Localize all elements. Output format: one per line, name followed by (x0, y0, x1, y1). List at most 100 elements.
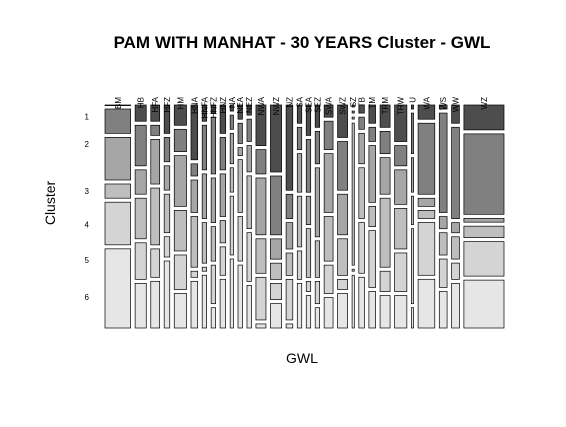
tile-swa-cluster-3 (323, 153, 334, 213)
tile-sz-cluster-2 (351, 110, 355, 114)
tile-nz-cluster-2 (285, 193, 294, 219)
tile-swz-cluster-3 (337, 193, 348, 236)
tile-hnfa-cluster-3 (201, 173, 208, 219)
tile-wa-cluster-6 (417, 278, 436, 329)
tile-sz-cluster-5 (351, 268, 355, 272)
tile-hnz-cluster-2 (219, 137, 227, 171)
tile-tb-cluster-6 (358, 276, 365, 329)
tile-nez-cluster-3 (246, 145, 252, 173)
tile-nwz-cluster-2 (270, 175, 282, 236)
tile-ww-cluster-3 (451, 222, 460, 234)
x-tick-hnfa: HNFA (200, 96, 209, 118)
tile-ww-cluster-5 (451, 262, 460, 280)
x-tick-hfa: HFA (151, 96, 160, 112)
x-tick-trm: TRM (381, 97, 390, 115)
tile-wz-cluster-6 (463, 279, 505, 329)
tile-hm-cluster-2 (173, 128, 187, 152)
tile-wa-cluster-2 (417, 122, 436, 195)
x-tick-swz: SWZ (339, 97, 348, 115)
tile-wz-cluster-4 (463, 225, 505, 239)
tile-trm-cluster-2 (379, 130, 391, 155)
tile-swa-cluster-1 (323, 104, 334, 118)
tile-hfz-cluster-6 (163, 260, 171, 329)
tile-sea-cluster-5 (305, 281, 312, 292)
tile-nz-cluster-1 (285, 104, 294, 191)
tile-u-cluster-3 (411, 157, 414, 193)
tile-wz-cluster-5 (463, 241, 505, 277)
tile-bm-cluster-2 (104, 108, 131, 134)
x-tick-swa: SWA (325, 96, 334, 115)
tile-swa-cluster-6 (323, 297, 334, 329)
x-tick-hfz: HFZ (163, 97, 172, 113)
tile-swa-cluster-4 (323, 216, 334, 262)
tile-sez-cluster-2 (314, 130, 321, 165)
x-tick-labels: BM HB HFA HFZ HM HNA HNFA HNFZ HNZ NA NEA NEZ NWA NWZ… (114, 96, 489, 118)
tile-sea-cluster-2 (305, 139, 312, 193)
tile-wa-cluster-3 (417, 197, 436, 207)
tile-nwa-cluster-3 (255, 177, 267, 236)
chart-title: PAM WITH MANHAT - 30 YEARS Cluster - GWL (114, 33, 491, 52)
tile-trw-cluster-5 (394, 252, 408, 292)
tile-nz-cluster-3 (285, 222, 294, 250)
x-tick-ws: WS (439, 97, 448, 110)
tile-sez-cluster-3 (314, 167, 321, 238)
tile-swz-cluster-1 (337, 104, 348, 138)
tile-hb-cluster-4 (134, 197, 147, 240)
y-axis-label: Cluster (42, 180, 58, 225)
x-tick-tb: TB (358, 97, 367, 107)
tile-hnfz-cluster-6 (210, 307, 216, 329)
y-tick-labels: 1 2 3 4 5 6 (85, 113, 90, 302)
tile-nz-cluster-6 (285, 323, 294, 329)
tile-nea-cluster-2 (237, 122, 243, 144)
tile-nwz-cluster-6 (270, 303, 282, 329)
tile-hnz-cluster-4 (219, 220, 227, 244)
tile-sa-cluster-4 (296, 195, 303, 248)
tile-hnz-cluster-1 (219, 104, 227, 134)
tile-u-cluster-5 (411, 228, 414, 305)
tile-nea-cluster-4 (237, 159, 243, 213)
x-tick-ww: WW (451, 97, 460, 113)
x-tick-bm: BM (114, 97, 123, 109)
tile-nz-cluster-5 (285, 278, 294, 321)
tile-hna-cluster-2 (190, 163, 199, 177)
tile-sz-cluster-4 (351, 122, 355, 266)
tile-tm-cluster-6 (368, 291, 376, 329)
tile-nea-cluster-5 (237, 216, 243, 262)
x-tick-nwz: NWZ (272, 97, 281, 115)
tile-bm-cluster-5 (104, 201, 131, 246)
y-tick-cluster-1: 1 (85, 113, 90, 122)
tile-swz-cluster-4 (337, 238, 348, 276)
tile-sa-cluster-2 (296, 126, 303, 150)
x-axis-label: GWL (286, 350, 318, 366)
tile-sea-cluster-6 (305, 295, 312, 329)
tile-hna-cluster-3 (190, 179, 199, 213)
tile-hna-cluster-6 (190, 280, 199, 329)
x-tick-wa: WA (422, 96, 431, 109)
tile-ws-cluster-3 (438, 216, 448, 230)
tile-sa-cluster-1 (296, 104, 303, 124)
tile-sz-cluster-3 (351, 116, 355, 120)
tile-hnfa-cluster-1 (201, 104, 208, 122)
tile-ws-cluster-4 (438, 232, 448, 256)
tile-trw-cluster-6 (394, 295, 408, 329)
tile-tb-cluster-4 (358, 167, 365, 219)
y-tick-cluster-2: 2 (85, 140, 90, 149)
tile-hb-cluster-3 (134, 169, 147, 195)
tile-trm-cluster-6 (379, 295, 391, 329)
x-tick-u: U (408, 97, 417, 103)
tile-tb-cluster-2 (358, 116, 365, 130)
tile-hnz-cluster-6 (219, 278, 227, 329)
tile-hna-cluster-1 (190, 104, 199, 161)
x-tick-sa: SA (296, 96, 305, 107)
tile-hnfa-cluster-2 (201, 124, 208, 171)
tile-nwz-cluster-3 (270, 238, 282, 260)
tile-sea-cluster-4 (305, 228, 312, 278)
tile-hm-cluster-4 (173, 210, 187, 252)
tile-na-cluster-5 (229, 195, 234, 256)
tile-hnz-cluster-5 (219, 246, 227, 276)
x-tick-hnfz: HNFZ (209, 97, 218, 118)
tile-u-cluster-1 (411, 104, 414, 110)
tile-sez-cluster-6 (314, 307, 321, 329)
x-tick-sez: SEZ (313, 97, 322, 113)
tile-sa-cluster-3 (296, 153, 303, 193)
